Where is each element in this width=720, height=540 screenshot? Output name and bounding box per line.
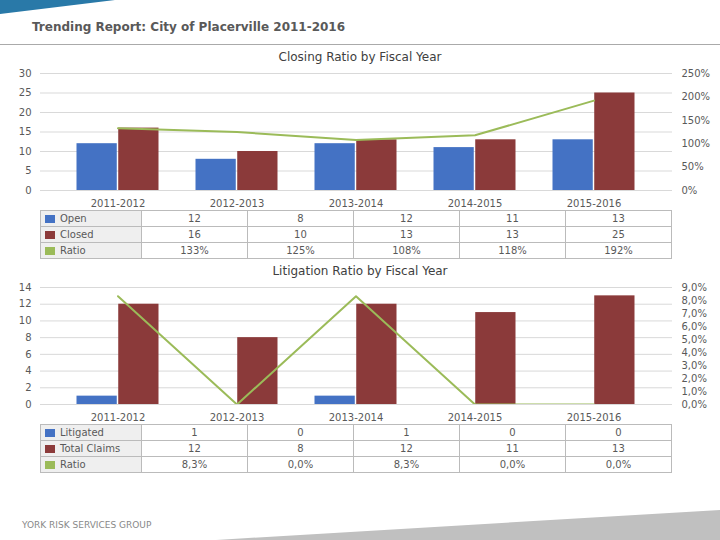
svg-text:50%: 50% bbox=[682, 161, 704, 172]
html-text:11: 11 bbox=[506, 213, 519, 224]
svg-text:2011-2012: 2011-2012 bbox=[91, 412, 146, 423]
html-text:12: 12 bbox=[188, 443, 201, 454]
html-text:12: 12 bbox=[188, 213, 201, 224]
html-text:0,0%: 0,0% bbox=[287, 459, 314, 470]
svg-text:2013-2014: 2013-2014 bbox=[329, 412, 384, 423]
svg-text:2014-2015: 2014-2015 bbox=[448, 412, 503, 423]
html-text:118%: 118% bbox=[498, 245, 527, 256]
svg-text:8: 8 bbox=[25, 332, 31, 343]
svg-text:15: 15 bbox=[19, 126, 32, 137]
svg-text:4,0%: 4,0% bbox=[682, 347, 707, 358]
html-text:Total Claims: Total Claims bbox=[60, 443, 121, 454]
svg-text:6,0%: 6,0% bbox=[682, 321, 707, 332]
html-text:Closing Ratio by Fiscal Year: Closing Ratio by Fiscal Year bbox=[278, 50, 442, 64]
svg-text:5,0%: 5,0% bbox=[682, 334, 707, 345]
html-text:YORK RISK SERVICES GROUP: YORK RISK SERVICES GROUP bbox=[22, 520, 152, 530]
html-text:133%: 133% bbox=[180, 245, 209, 256]
svg-text:5: 5 bbox=[25, 165, 31, 176]
svg-text:4: 4 bbox=[25, 365, 31, 376]
html-text:8: 8 bbox=[297, 213, 304, 224]
html-text:108%: 108% bbox=[392, 245, 421, 256]
svg-text:2012-2013: 2012-2013 bbox=[210, 412, 265, 423]
svg-text:2013-2014: 2013-2014 bbox=[329, 198, 384, 209]
svg-text:20: 20 bbox=[19, 107, 32, 118]
svg-text:3,0%: 3,0% bbox=[682, 360, 707, 371]
html-text:12: 12 bbox=[400, 213, 413, 224]
svg-text:2: 2 bbox=[25, 382, 31, 393]
html-text:125%: 125% bbox=[286, 245, 315, 256]
svg-text:0%: 0% bbox=[682, 185, 698, 196]
html-text:16: 16 bbox=[188, 229, 201, 240]
html-text:1: 1 bbox=[191, 427, 198, 438]
svg-text:200%: 200% bbox=[682, 91, 711, 102]
svg-text:1,0%: 1,0% bbox=[682, 386, 707, 397]
svg-text:25: 25 bbox=[19, 87, 32, 98]
svg-text:2015-2016: 2015-2016 bbox=[567, 198, 622, 209]
html-text:Closed: Closed bbox=[60, 229, 94, 240]
html-text:Litigated: Litigated bbox=[60, 427, 104, 438]
svg-text:2014-2015: 2014-2015 bbox=[448, 198, 503, 209]
svg-text:12: 12 bbox=[19, 298, 32, 309]
html-text:13: 13 bbox=[612, 213, 625, 224]
html-text:0,0%: 0,0% bbox=[499, 459, 526, 470]
html-text:1: 1 bbox=[403, 427, 410, 438]
svg-text:150%: 150% bbox=[682, 115, 711, 126]
html-text:8: 8 bbox=[297, 443, 304, 454]
html-text:0,0%: 0,0% bbox=[605, 459, 632, 470]
html-text:11: 11 bbox=[506, 443, 519, 454]
html-text:Ratio: Ratio bbox=[60, 245, 86, 256]
html-text:8,3%: 8,3% bbox=[393, 459, 420, 470]
html-text:13: 13 bbox=[400, 229, 413, 240]
html-text:0: 0 bbox=[509, 427, 516, 438]
svg-text:2012-2013: 2012-2013 bbox=[210, 198, 265, 209]
svg-text:0: 0 bbox=[25, 399, 31, 410]
html-text:Open: Open bbox=[60, 213, 87, 224]
html-text:0: 0 bbox=[615, 427, 622, 438]
svg-text:2015-2016: 2015-2016 bbox=[567, 412, 622, 423]
svg-text:100%: 100% bbox=[682, 138, 711, 149]
html-text:8,3%: 8,3% bbox=[181, 459, 208, 470]
html-text:0: 0 bbox=[297, 427, 304, 438]
svg-text:0: 0 bbox=[25, 185, 31, 196]
html-text:25: 25 bbox=[612, 229, 625, 240]
svg-text:7,0%: 7,0% bbox=[682, 308, 707, 319]
html-text:Trending Report: City of Place: Trending Report: City of Placerville 201… bbox=[32, 20, 346, 34]
svg-text:10: 10 bbox=[19, 315, 32, 326]
html-text:13: 13 bbox=[612, 443, 625, 454]
html-text:192%: 192% bbox=[604, 245, 633, 256]
svg-text:250%: 250% bbox=[682, 68, 711, 79]
svg-text:2,0%: 2,0% bbox=[682, 373, 707, 384]
html-text:Ratio: Ratio bbox=[60, 459, 86, 470]
svg-text:9,0%: 9,0% bbox=[682, 282, 707, 293]
svg-text:8,0%: 8,0% bbox=[682, 295, 707, 306]
svg-text:2011-2012: 2011-2012 bbox=[91, 198, 146, 209]
svg-text:30: 30 bbox=[19, 68, 32, 79]
svg-text:6: 6 bbox=[25, 349, 31, 360]
svg-text:0,0%: 0,0% bbox=[682, 399, 707, 410]
html-text:10: 10 bbox=[294, 229, 307, 240]
svg-text:10: 10 bbox=[19, 146, 32, 157]
svg-text:14: 14 bbox=[19, 282, 32, 293]
html-text:13: 13 bbox=[506, 229, 519, 240]
html-text:Litigation Ratio by Fiscal Yea: Litigation Ratio by Fiscal Year bbox=[272, 264, 448, 278]
html-text:12: 12 bbox=[400, 443, 413, 454]
